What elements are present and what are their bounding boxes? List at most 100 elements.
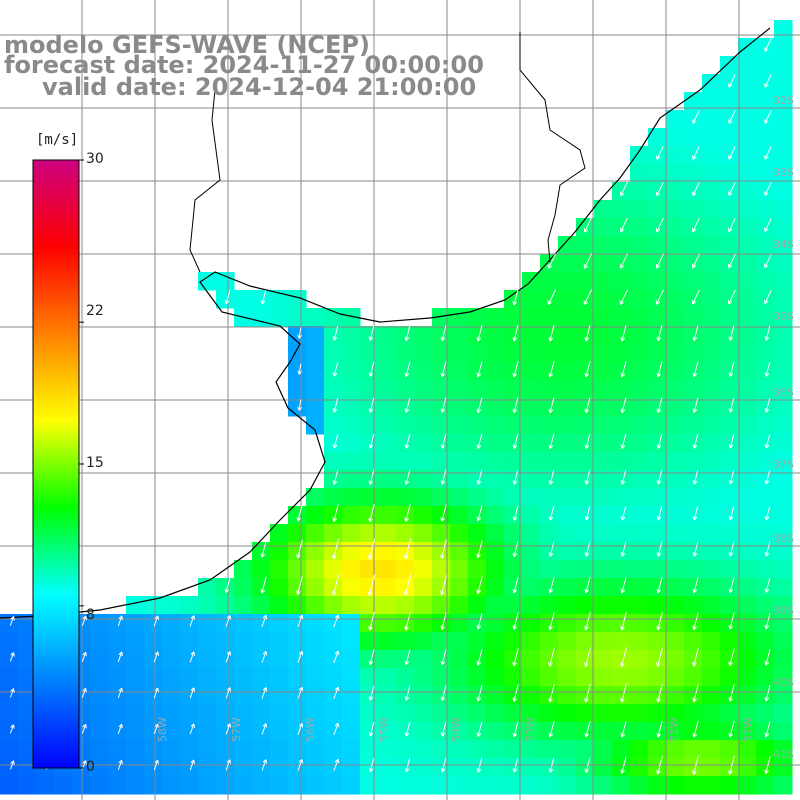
wind-arrow (404, 325, 411, 341)
wind-speed-cell (198, 614, 217, 633)
wind-speed-cell (522, 560, 541, 579)
wind-speed-cell (756, 776, 775, 795)
wind-speed-cell (306, 758, 325, 777)
wind-speed-cell (504, 542, 523, 561)
wind-speed-cell (558, 722, 577, 741)
wind-speed-cell (630, 434, 649, 453)
wind-speed-cell (648, 362, 667, 381)
wind-speed-cell (486, 398, 505, 417)
wind-arrow (225, 651, 232, 663)
wind-speed-cell (18, 686, 37, 705)
wind-arrow (189, 723, 195, 735)
wind-speed-cell (648, 254, 667, 273)
wind-speed-cell (558, 344, 577, 363)
wind-speed-cell (414, 524, 433, 543)
wind-speed-cell (486, 560, 505, 579)
wind-speed-cell (612, 326, 631, 345)
wind-speed-cell (396, 776, 415, 795)
wind-arrow (764, 721, 771, 738)
wind-speed-cell (486, 668, 505, 687)
wind-speed-cell (720, 488, 739, 507)
wind-speed-cell (738, 398, 757, 417)
wind-speed-cell (540, 290, 559, 309)
wind-arrow (764, 756, 771, 774)
wind-speed-cell (594, 686, 613, 705)
wind-speed-cell (684, 290, 703, 309)
wind-speed-cell (378, 326, 397, 345)
wind-speed-cell (486, 542, 505, 561)
wind-speed-cell (450, 776, 469, 795)
wind-speed-cell (234, 290, 253, 309)
wind-arrow (728, 612, 735, 630)
wind-speed-cell (684, 560, 703, 579)
wind-speed-cell (702, 704, 721, 723)
wind-arrow (728, 182, 736, 196)
wind-speed-cell (630, 218, 649, 237)
wind-speed-cell (774, 722, 793, 741)
wind-speed-cell (378, 776, 397, 795)
wind-speed-cell (738, 236, 757, 255)
wind-arrow (548, 505, 555, 521)
wind-speed-cell (540, 308, 559, 327)
wind-speed-cell (162, 632, 181, 651)
wind-speed-cell (684, 416, 703, 435)
wind-arrow (117, 723, 123, 734)
wind-speed-cell (576, 740, 595, 759)
wind-speed-cell (648, 506, 667, 525)
wind-speed-cell (720, 74, 739, 93)
wind-speed-cell (522, 344, 541, 363)
wind-speed-cell (432, 380, 451, 399)
wind-speed-cell (360, 704, 379, 723)
wind-speed-cell (684, 110, 703, 129)
wind-speed-cell (288, 632, 307, 651)
wind-speed-cell (108, 740, 127, 759)
wind-arrow (512, 288, 519, 306)
wind-speed-cell (738, 686, 757, 705)
wind-speed-cell (648, 128, 667, 147)
wind-speed-cell (594, 308, 613, 327)
wind-speed-cell (270, 542, 289, 561)
wind-speed-cell (270, 722, 289, 741)
wind-speed-cell (630, 290, 649, 309)
wind-speed-cell (342, 326, 361, 345)
wind-speed-cell (666, 776, 685, 795)
wind-speed-cell (198, 686, 217, 705)
wind-arrow (512, 757, 519, 773)
wind-speed-cell (666, 524, 685, 543)
wind-speed-cell (576, 236, 595, 255)
wind-speed-cell (396, 380, 415, 399)
wind-speed-cell (666, 218, 685, 237)
wind-speed-cell (594, 200, 613, 219)
wind-speed-cell (594, 506, 613, 525)
wind-speed-cell (666, 488, 685, 507)
wind-speed-cell (666, 362, 685, 381)
wind-speed-cell (684, 632, 703, 651)
wind-speed-cell (450, 596, 469, 615)
wind-arrow (728, 541, 735, 557)
wind-speed-cell (126, 722, 145, 741)
wind-speed-cell (360, 740, 379, 759)
wind-speed-cell (594, 704, 613, 723)
wind-speed-cell (684, 254, 703, 273)
wind-arrow (620, 756, 627, 774)
wind-speed-cell (468, 308, 487, 327)
wind-speed-cell (450, 326, 469, 345)
wind-speed-cell (540, 452, 559, 471)
wind-arrow (764, 110, 772, 124)
wind-speed-cell (450, 758, 469, 777)
wind-speed-cell (702, 506, 721, 525)
wind-speed-cell (540, 362, 559, 381)
wind-arrow (620, 611, 627, 631)
wind-speed-cell (738, 272, 757, 291)
wind-speed-cell (450, 686, 469, 705)
wind-speed-cell (198, 650, 217, 669)
wind-arrow (656, 182, 664, 197)
border-line (519, 32, 586, 263)
wind-speed-cell (648, 722, 667, 741)
wind-speed-cell (594, 470, 613, 489)
wind-arrow (512, 577, 519, 594)
wind-speed-cell (324, 614, 343, 633)
wind-arrow (656, 324, 663, 342)
